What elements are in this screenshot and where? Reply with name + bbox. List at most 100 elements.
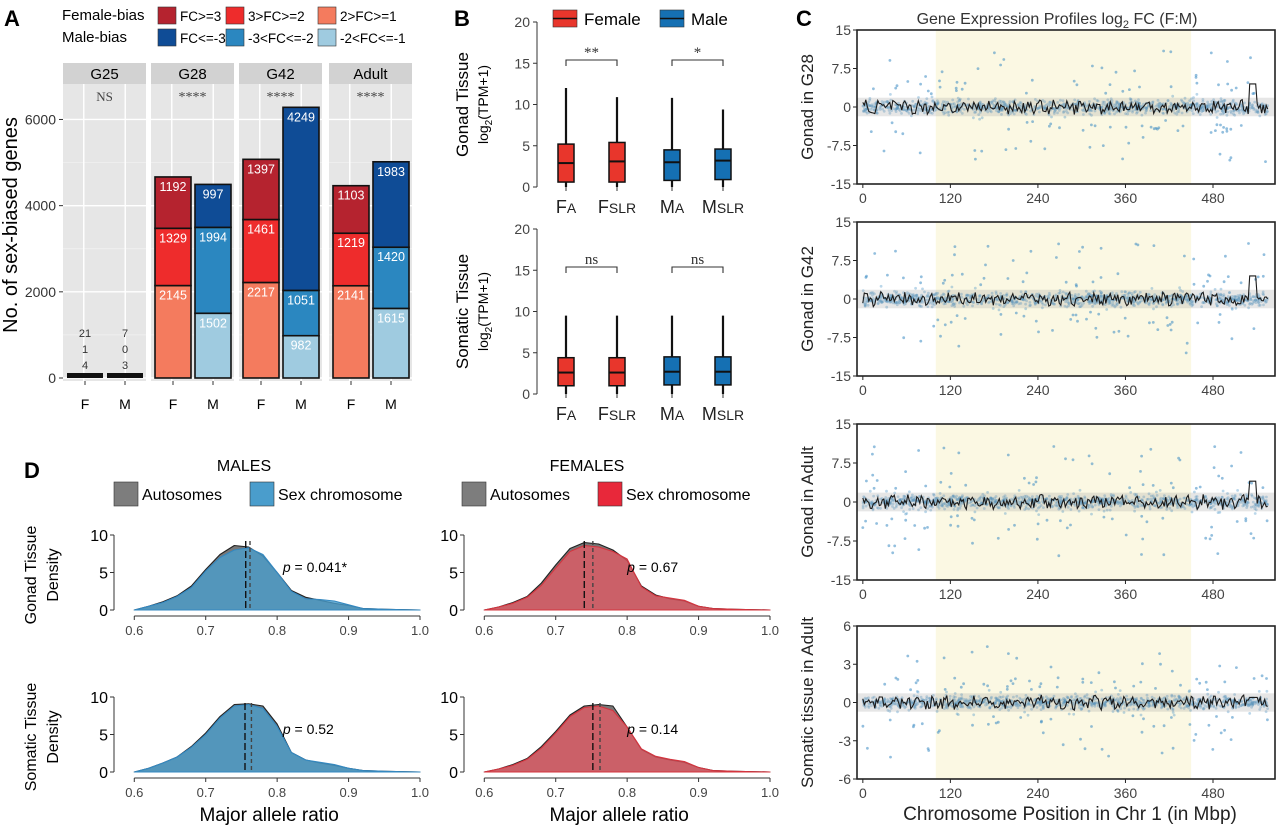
scatter-point (1231, 109, 1235, 113)
scatter-point (1201, 106, 1204, 110)
scatter-point (914, 681, 918, 685)
x-tick-label: 0 (859, 382, 867, 398)
scatter-point (916, 109, 920, 113)
scatter-point (1223, 680, 1227, 684)
scatter-point (1176, 297, 1180, 301)
scatter-point (1217, 321, 1221, 324)
scatter-point (1225, 303, 1229, 306)
scatter-point (953, 253, 956, 257)
scatter-point (1253, 100, 1257, 104)
scatter-point (1042, 107, 1046, 111)
x-tick-label: 0.6 (475, 623, 493, 638)
legend-swatch-f1 (317, 6, 337, 25)
scatter-point (912, 295, 916, 298)
scatter-point (869, 104, 873, 108)
facet-strip (239, 63, 322, 84)
scatter-point (923, 108, 927, 112)
x-tick-label: 480 (1201, 190, 1225, 206)
scatter-point (1218, 152, 1222, 156)
scatter-point (1172, 108, 1175, 112)
scatter-point (1260, 674, 1264, 678)
scatter-point (1007, 528, 1010, 531)
scatter-point (985, 645, 989, 648)
scatter-point (1048, 124, 1051, 128)
y-tick-label: 15 (835, 22, 851, 38)
bar-f-total (67, 373, 103, 378)
scatter-point (939, 334, 942, 338)
scatter-point (1065, 107, 1068, 110)
x-tick-label-main: M (702, 404, 717, 424)
scatter-point (1016, 104, 1020, 107)
facet-title: Adult (353, 66, 388, 83)
scatter-point (864, 519, 867, 523)
scatter-point (1200, 105, 1204, 109)
scatter-point (1148, 301, 1152, 304)
scatter-point (1126, 292, 1130, 296)
x-tick-label: F (81, 396, 90, 412)
scatter-point (1146, 104, 1150, 108)
scatter-point (1043, 106, 1047, 110)
scatter-point (1124, 533, 1128, 537)
scatter-point (1103, 112, 1107, 115)
scatter-point (1086, 300, 1090, 303)
scatter-point (950, 273, 954, 277)
scatter-point (1040, 301, 1044, 304)
scatter-point (1214, 298, 1218, 302)
x-tick-label-main: M (660, 197, 675, 217)
scatter-point (1190, 302, 1194, 306)
scatter-point (1132, 302, 1135, 305)
scatter-point (1237, 296, 1241, 300)
scatter-point (1002, 58, 1006, 61)
scatter-point (1115, 101, 1119, 105)
scatter-point (1175, 112, 1179, 116)
scatter-point (1194, 733, 1198, 736)
bar-value-label: 1329 (159, 231, 187, 245)
scatter-point (1038, 110, 1041, 114)
scatter-point (970, 516, 974, 520)
scatter-point (865, 479, 868, 483)
significance-label: ns (585, 252, 599, 268)
scatter-point (1265, 110, 1269, 113)
scatter-point (1221, 109, 1225, 113)
scatter-point (1194, 486, 1198, 490)
scatter-point (1002, 305, 1006, 308)
x-tick-label: 0.6 (125, 785, 143, 800)
scatter-point (909, 688, 912, 692)
scatter-point (1261, 274, 1265, 278)
scatter-point (1222, 126, 1225, 129)
x-tick-label-sub: A (675, 407, 685, 423)
scatter-point (1207, 105, 1210, 108)
scatter-point (918, 304, 922, 308)
scatter-point (887, 109, 891, 112)
scatter-point (998, 99, 1002, 103)
bar-value-label: 1219 (337, 236, 365, 250)
scatter-point (872, 445, 876, 449)
scatter-point (1124, 290, 1127, 294)
scatter-point (1154, 104, 1158, 108)
scatter-point (1133, 299, 1136, 303)
scatter-point (1070, 294, 1074, 297)
x-tick-label-sub: SLR (609, 200, 636, 216)
y-tick-label: 10 (90, 528, 108, 545)
scatter-point (1195, 677, 1199, 681)
scatter-point (1235, 520, 1239, 523)
bar-segment-f3 (154, 176, 192, 230)
y-tick-label: 0 (99, 603, 108, 620)
scatter-point (999, 690, 1003, 694)
scatter-point (1236, 489, 1239, 492)
scatter-point (1123, 290, 1127, 293)
scatter-point (977, 299, 981, 303)
scatter-point (1234, 86, 1238, 90)
scatter-point (939, 106, 942, 110)
box-iqr (714, 148, 732, 181)
scatter-point (1185, 296, 1189, 299)
scatter-point (956, 100, 960, 104)
scatter-point (1117, 329, 1121, 333)
scatter-point (906, 80, 910, 83)
scatter-point (941, 292, 945, 296)
y-tick-label: 10 (90, 690, 108, 707)
scatter-point (864, 276, 868, 279)
scatter-point (863, 304, 867, 308)
